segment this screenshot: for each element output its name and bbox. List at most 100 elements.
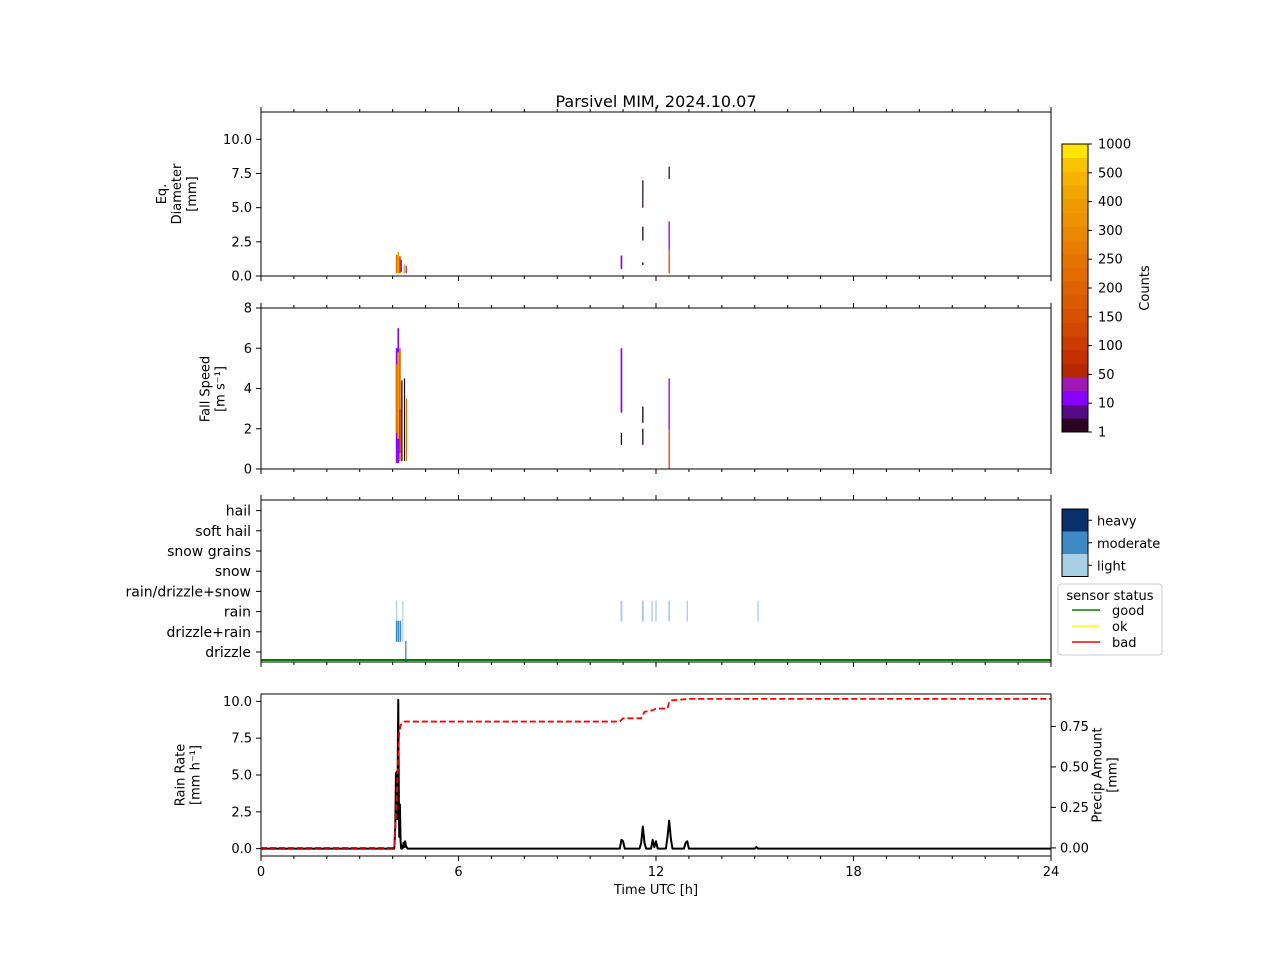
fs-bin <box>403 378 406 461</box>
type-category-label: rain/drizzle+snow <box>126 584 251 600</box>
legend-label: ok <box>1112 620 1128 635</box>
dia-bin <box>620 255 623 270</box>
fs-bin <box>642 428 644 445</box>
counts-tick-label: 400 <box>1098 195 1123 210</box>
dia-bin <box>399 256 401 274</box>
diameter-panel: 0.0 2.5 5.0 7.5 10.0 Eq. Diameter [mm] <box>155 107 1052 285</box>
fs-bin <box>620 432 623 445</box>
dia-bin <box>642 180 644 208</box>
type-category-label: hail <box>226 504 251 520</box>
legend-title: sensor status <box>1066 589 1153 604</box>
dia-ylabel: [mm] <box>185 176 200 211</box>
counts-swatch <box>1062 226 1088 241</box>
fs-bin <box>399 348 401 461</box>
rain-xtick-label: 24 <box>1043 865 1060 880</box>
type-bin <box>686 600 688 622</box>
dia-bin <box>405 265 407 274</box>
type-category-label: drizzle+rain <box>166 625 251 641</box>
precip-type-panel: drizzle drizzle+rain rain rain/drizzle+snow… <box>126 495 1052 667</box>
legend-box <box>1057 583 1163 656</box>
figure-title: Parsivel MIM, 2024.10.07 <box>555 92 756 111</box>
type-bin <box>655 600 657 622</box>
dia-bin <box>400 259 402 272</box>
fs-bin <box>405 398 408 461</box>
counts-swatch <box>1062 157 1088 172</box>
fs-ytick-label: 2 <box>244 422 252 437</box>
rain-ytick-label: 2.5 <box>231 805 252 820</box>
type-category-label: snow <box>215 564 251 580</box>
fall-speed-panel: 0 2 4 6 8 Fall Speed [m s⁻¹] <box>199 302 1052 478</box>
rain-frame <box>260 693 1052 857</box>
type-bin <box>668 600 670 622</box>
dia-bin <box>668 221 670 274</box>
amount-ytick-label: 0.00 <box>1060 841 1089 856</box>
type-bin <box>397 620 400 642</box>
dia-bin <box>395 254 398 274</box>
dia-ytick-label: 5.0 <box>231 201 252 216</box>
type-bin <box>641 600 644 622</box>
dia-bin <box>397 252 400 274</box>
intensity-swatch <box>1062 554 1088 577</box>
counts-swatch <box>1062 404 1088 419</box>
type-bin <box>399 620 402 642</box>
amount-ylabel: Precip Amount <box>1091 728 1106 823</box>
fs-ylabel: Fall Speed <box>199 356 214 422</box>
fs-bin <box>397 352 400 439</box>
fs-bin <box>668 378 670 469</box>
rain-rate-line <box>261 698 1051 850</box>
rain-rate-panel: 0 6 12 18 24 Time UTC [h] 0.0 2.5 5.0 7.5 10.0 0.00… <box>174 693 1121 898</box>
rain-ytick-label: 0.0 <box>231 842 252 857</box>
fs-ytick-label: 4 <box>244 382 252 397</box>
rain-ytick-label: 7.5 <box>231 732 252 747</box>
counts-swatch <box>1062 267 1088 282</box>
counts-swatch <box>1062 281 1088 296</box>
counts-tick-label: 300 <box>1098 224 1123 239</box>
counts-tick-label: 50 <box>1098 368 1115 383</box>
rain-xtick-label: 0 <box>257 865 265 880</box>
dia-ytick-label: 7.5 <box>231 167 252 182</box>
rain-xtick-label: 12 <box>648 865 665 880</box>
counts-tick-label: 500 <box>1098 166 1123 181</box>
fs-frame <box>260 307 1052 470</box>
counts-tick-label: 1000 <box>1098 138 1131 153</box>
fs-ylabel: [m s⁻¹] <box>214 366 229 412</box>
dia-bin <box>642 226 644 241</box>
counts-swatch <box>1062 363 1088 378</box>
fs-bin <box>642 406 644 423</box>
fs-bin <box>401 380 403 461</box>
counts-label: Counts <box>1138 265 1153 311</box>
counts-tick-label: 150 <box>1098 310 1123 325</box>
counts-tick-label: 1 <box>1098 426 1106 441</box>
rain-ytick-label: 5.0 <box>231 769 252 784</box>
counts-swatch <box>1062 377 1088 392</box>
amount-ytick-label: 0.50 <box>1060 760 1089 775</box>
rain-ylabel: [mm h⁻¹] <box>189 745 204 805</box>
dia-ylabel: Eq. <box>155 184 170 205</box>
type-category-label: soft hail <box>195 524 251 540</box>
amount-ylabel: [mm] <box>1106 757 1121 792</box>
counts-tick-label: 250 <box>1098 253 1123 268</box>
fs-bin <box>399 408 401 453</box>
counts-tick-label: 200 <box>1098 282 1123 297</box>
intensity-swatch <box>1062 531 1088 554</box>
fs-bin <box>395 364 398 433</box>
intensity-swatch <box>1062 509 1088 532</box>
fs-ytick-label: 0 <box>244 463 252 478</box>
type-bin <box>396 600 398 622</box>
counts-tick-label: 10 <box>1098 397 1115 412</box>
rain-ylabel: Rain Rate <box>174 744 189 807</box>
type-bin <box>620 600 623 622</box>
intensity-label: moderate <box>1097 537 1160 552</box>
dia-bin <box>403 264 405 274</box>
dia-ytick-label: 2.5 <box>231 235 252 250</box>
amount-ytick-label: 0.25 <box>1060 801 1089 816</box>
fs-bin <box>620 348 623 413</box>
counts-colorbar: 1 10 50 100 150 200 250 300 400 500 1000 Counts <box>1061 138 1153 441</box>
dia-ytick-label: 0.0 <box>231 270 252 285</box>
counts-swatch <box>1062 198 1088 213</box>
fs-ytick-label: 8 <box>244 302 252 317</box>
counts-swatch <box>1062 322 1088 337</box>
legend-label: good <box>1112 604 1144 619</box>
rain-xtick-label: 18 <box>845 865 862 880</box>
